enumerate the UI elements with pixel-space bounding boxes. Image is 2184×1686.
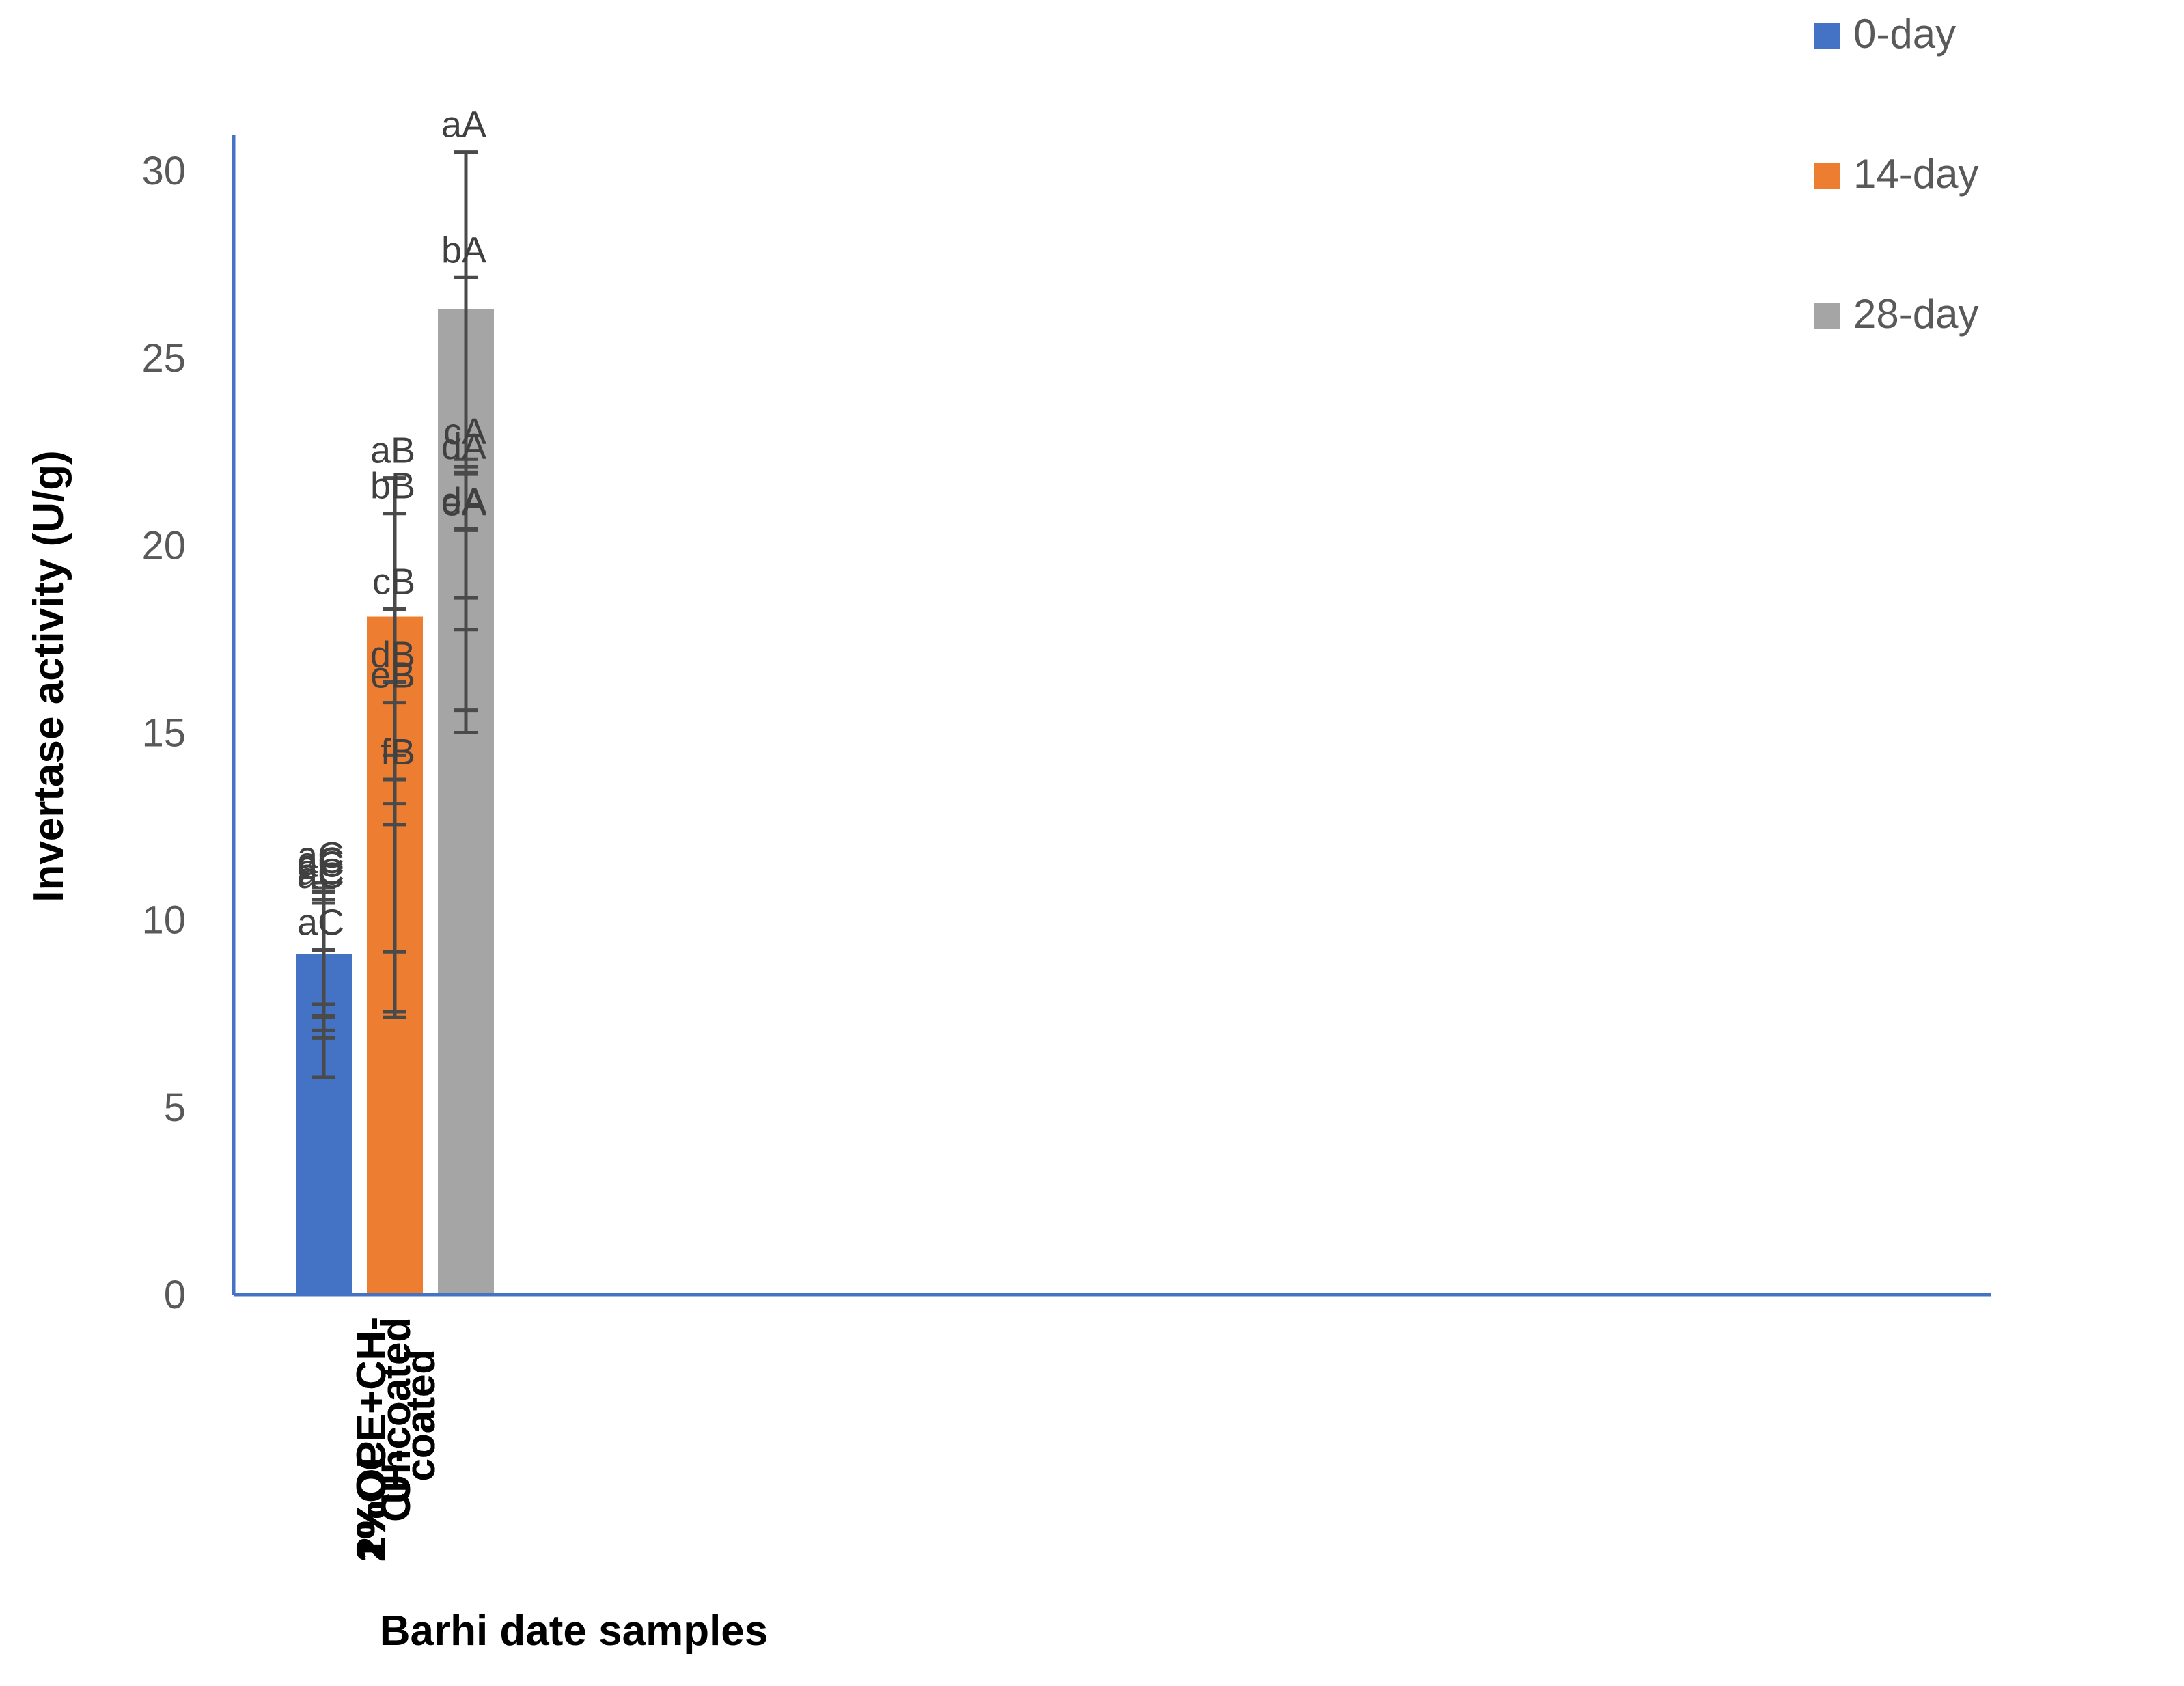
x-category-label: 2%OCE+CH- [348, 1317, 394, 1562]
significance-label: aC [297, 840, 344, 881]
significance-label: aC [297, 902, 344, 943]
x-category-label: coated [398, 1349, 443, 1481]
x-category-label: coated [398, 1349, 443, 1481]
legend-swatch [1814, 303, 1840, 329]
x-category-labels: UncoatedCH-coated1%OCE+CH-coated2%OCE+CH… [348, 1317, 443, 1562]
error-bar [383, 777, 406, 1014]
significance-label: aC [297, 852, 344, 893]
bars-layer [296, 309, 494, 1295]
legend-label: 14-day [1853, 151, 1978, 197]
significance-label: dA [441, 426, 486, 467]
y-tick-label: 0 [164, 1273, 186, 1317]
legend-label: 28-day [1853, 291, 1978, 337]
significance-label: dB [370, 634, 415, 675]
significance-label: eB [370, 655, 415, 696]
error-bar [312, 901, 335, 1006]
significance-label: aB [370, 430, 415, 471]
x-category-label: coated [398, 1349, 443, 1481]
y-tick-label: 30 [141, 149, 186, 193]
x-axis-title: Barhi date samples [380, 1607, 769, 1655]
significance-label: cB [372, 562, 415, 603]
significance-label: aC [297, 844, 344, 885]
significance-label: dA [441, 481, 486, 522]
x-category-label: 2%OPE+CH- [348, 1317, 394, 1560]
legend-swatch [1814, 163, 1840, 189]
x-category-label: Uncoated [373, 1317, 419, 1504]
x-category-label: 1%OCE+CH- [348, 1317, 394, 1562]
x-category-label: 1%OPE+CH- [348, 1317, 394, 1560]
significance-label: fB [381, 732, 415, 773]
significance-label: aA [441, 105, 486, 146]
significance-label: aC [297, 855, 344, 896]
x-category-label: CH-coated [373, 1317, 419, 1522]
y-axis-title: Invertase activity (U/g) [25, 450, 72, 902]
y-tick-label: 5 [164, 1086, 186, 1130]
significance-label: bA [441, 230, 486, 271]
y-tick-label: 25 [141, 336, 186, 381]
legend-swatch [1814, 23, 1840, 49]
legend-label: 0-day [1853, 11, 1956, 57]
significance-label: bB [370, 466, 415, 507]
significance-label: cA [443, 411, 486, 452]
y-tick-label: 10 [141, 898, 186, 943]
y-tick-labels: 0 5 10 15 20 25 30 [141, 149, 186, 1317]
y-tick-label: 15 [141, 711, 186, 756]
axes-layer [232, 135, 1991, 1297]
error-bar [454, 527, 478, 632]
significance-label: aC [297, 835, 344, 876]
error-bars-layer [312, 150, 478, 1079]
y-tick-label: 20 [141, 523, 186, 568]
x-category-label: coated [398, 1349, 443, 1481]
significance-label: eA [441, 482, 486, 523]
legend: 0-day 14-day 28-day [1814, 11, 1978, 337]
